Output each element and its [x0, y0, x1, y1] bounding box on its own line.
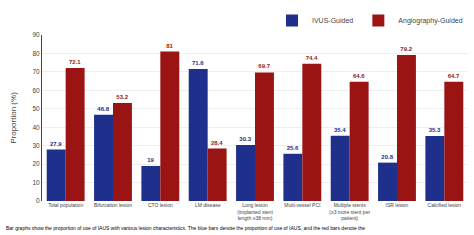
svg-text:Calcified lesion: Calcified lesion — [428, 202, 462, 208]
svg-text:20: 20 — [32, 160, 40, 167]
svg-text:40: 40 — [32, 123, 40, 130]
svg-text:60: 60 — [32, 87, 40, 94]
svg-text:30.3: 30.3 — [239, 136, 251, 142]
svg-text:79.2: 79.2 — [400, 46, 412, 52]
svg-text:IVUS-Guided: IVUS-Guided — [312, 17, 353, 24]
svg-text:46.8: 46.8 — [97, 106, 109, 112]
svg-text:70: 70 — [32, 68, 40, 75]
svg-text:35.4: 35.4 — [334, 127, 346, 133]
svg-text:80: 80 — [32, 50, 40, 57]
svg-text:19: 19 — [147, 157, 154, 163]
svg-text:81: 81 — [166, 43, 173, 49]
svg-text:71.6: 71.6 — [192, 60, 204, 66]
svg-text:CTO lesion: CTO lesion — [148, 202, 173, 208]
svg-text:Angiography-Guided: Angiography-Guided — [398, 17, 462, 25]
svg-text:20.8: 20.8 — [381, 154, 393, 160]
svg-text:64.6: 64.6 — [353, 73, 365, 79]
svg-text:53.2: 53.2 — [116, 94, 128, 100]
svg-text:LM disease: LM disease — [195, 202, 221, 208]
svg-text:Total population: Total population — [48, 202, 83, 208]
svg-text:30: 30 — [32, 142, 40, 149]
svg-text:72.1: 72.1 — [69, 59, 81, 65]
svg-text:74.4: 74.4 — [306, 55, 318, 61]
svg-text:50: 50 — [32, 105, 40, 112]
svg-text:ISR lesion: ISR lesion — [386, 202, 409, 208]
svg-text:Long lesion(implanted stentlen: Long lesion(implanted stentlength ≥38 mm… — [237, 202, 273, 221]
svg-text:27.9: 27.9 — [50, 141, 62, 147]
svg-text:0: 0 — [36, 197, 40, 204]
svg-text:64.7: 64.7 — [448, 73, 460, 79]
svg-text:Bar graphs show the proportion: Bar graphs show the proportion of use of… — [6, 225, 365, 231]
svg-text:Bifurcation lesion: Bifurcation lesion — [94, 202, 132, 208]
svg-text:25.6: 25.6 — [287, 145, 299, 151]
svg-text:69.7: 69.7 — [258, 63, 270, 69]
svg-text:10: 10 — [32, 179, 40, 186]
svg-text:Multi-vessel PCI: Multi-vessel PCI — [284, 202, 320, 208]
svg-text:Proportion (%): Proportion (%) — [9, 92, 18, 144]
svg-text:35.3: 35.3 — [429, 127, 441, 133]
svg-text:28.4: 28.4 — [211, 140, 223, 146]
svg-text:90: 90 — [32, 31, 40, 38]
svg-text:Multiple stents(≥3 more stent: Multiple stents(≥3 more stent perpatient… — [329, 202, 370, 221]
